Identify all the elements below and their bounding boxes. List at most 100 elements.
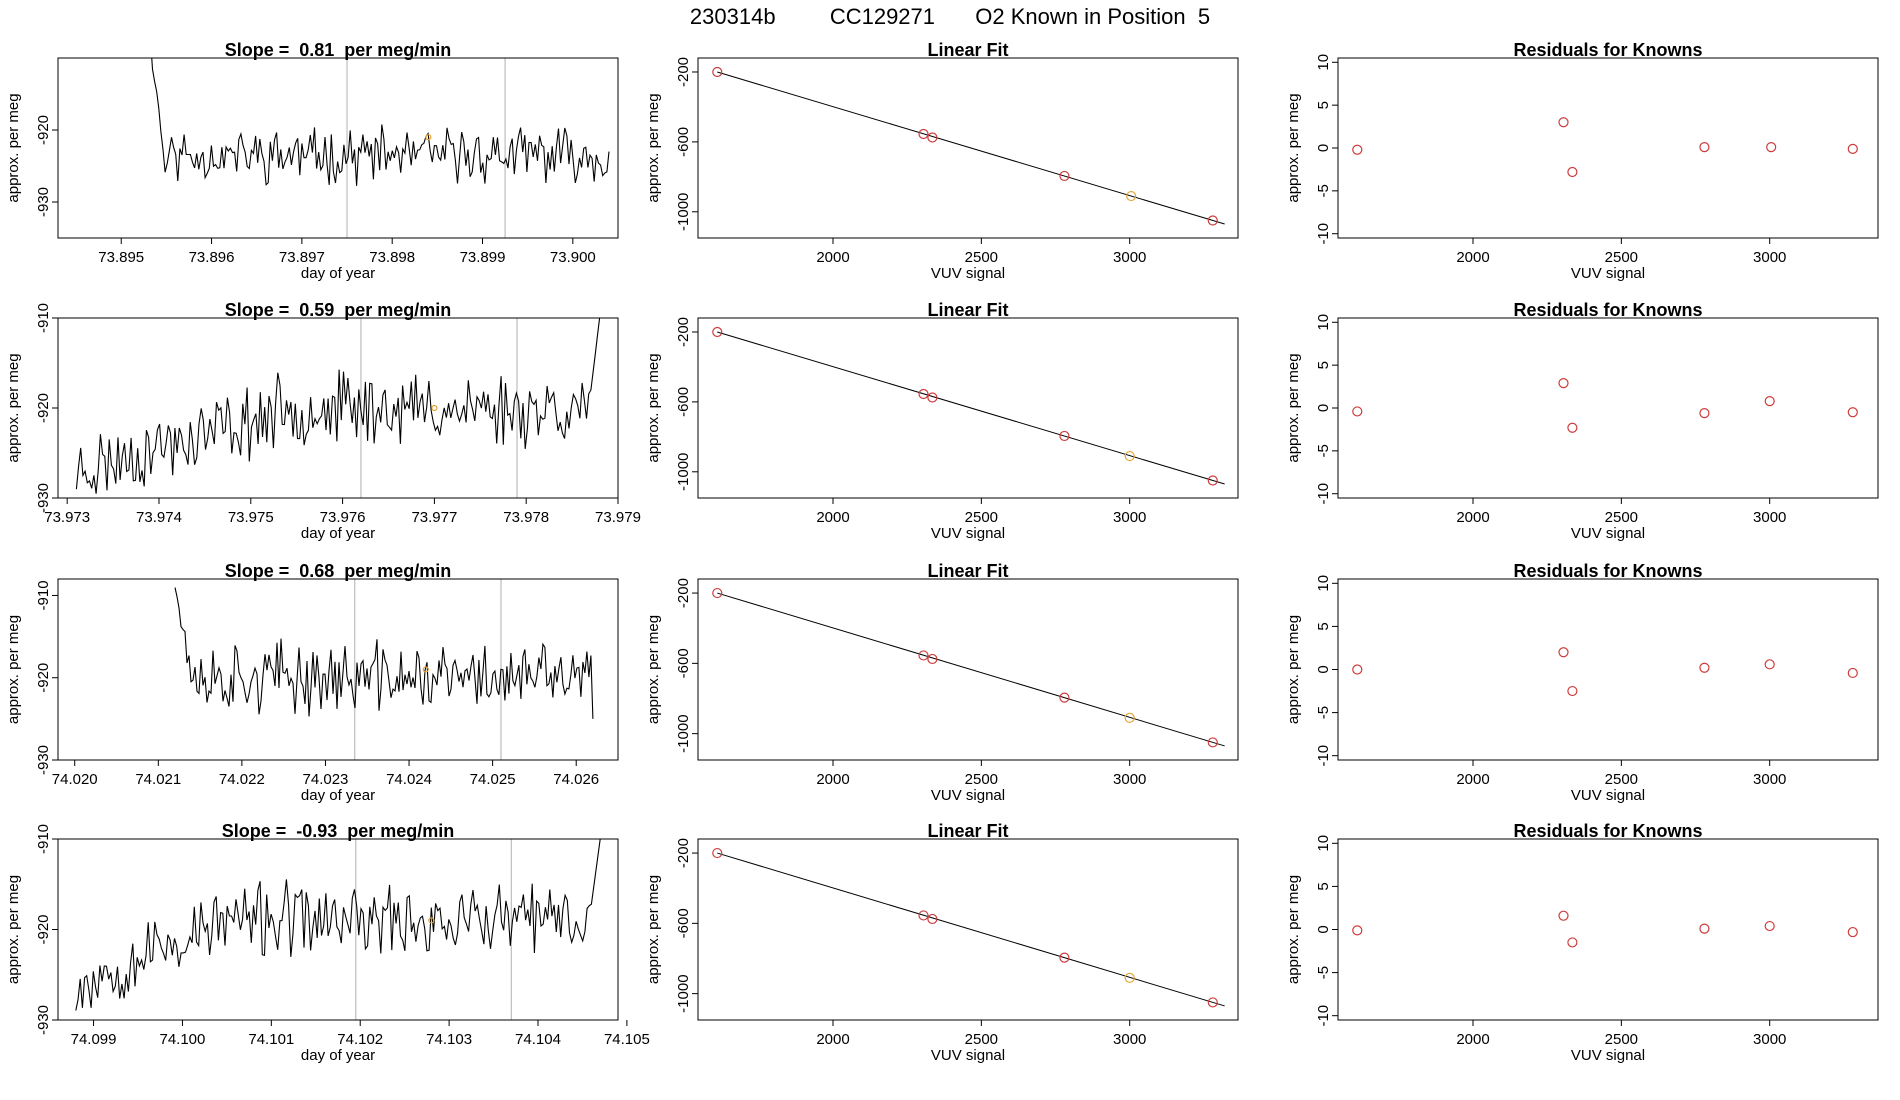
data-point: [1352, 664, 1363, 675]
data-point: [1558, 647, 1569, 658]
series-line: [75, 318, 601, 494]
chart-title: Slope = -0.93 per meg/min: [222, 821, 455, 841]
x-tick-label: 2500: [965, 509, 998, 526]
x-tick-label: 3000: [1753, 249, 1786, 266]
plot-frame: [1337, 578, 1879, 761]
y-tick-label: -5: [1315, 444, 1332, 457]
plot-area: [1352, 910, 1858, 948]
y-tick-label: -200: [675, 578, 692, 608]
y-axis-label: approx. per meg: [5, 93, 22, 202]
x-tick-label: 73.898: [369, 249, 415, 266]
data-point: [1699, 662, 1710, 673]
series-line: [75, 839, 601, 1011]
fit-line: [717, 852, 1225, 1007]
data-point: [1207, 997, 1218, 1008]
plot-frame: [57, 317, 619, 499]
x-tick-label: 3000: [1113, 509, 1146, 526]
y-tick-label: 5: [1315, 622, 1332, 630]
y-axis-label: approx. per meg: [645, 353, 662, 462]
x-tick-label: 74.022: [219, 771, 265, 788]
chart-fit-2: Linear Fit 2000 2500 3000 -200 -600 -1000 VUV s…: [645, 300, 1239, 542]
mean-marker: [428, 917, 435, 924]
x-tick-label: 3000: [1753, 509, 1786, 526]
data-point: [1059, 430, 1070, 442]
y-tick-label: -930: [35, 187, 52, 217]
mean-marker: [422, 666, 429, 673]
known-description: O2 Known in Position 5: [975, 4, 1211, 29]
chart-ts-1: Slope = 0.81 per meg/min 73.895 73.896 73.8…: [5, 40, 619, 282]
plot-frame: [697, 57, 1239, 239]
y-tick-label: -10: [1315, 223, 1332, 245]
data-point: [1567, 685, 1578, 697]
data-point: [927, 913, 938, 925]
y-tick-label: -600: [675, 127, 692, 157]
data-point: [918, 388, 929, 400]
y-tick-label: -1000: [675, 453, 692, 491]
mean-marker: [431, 404, 438, 412]
x-axis-label: VUV signal: [931, 525, 1005, 542]
y-axis-label: approx. per meg: [645, 93, 662, 202]
data-point: [712, 587, 723, 599]
chart-res-3: Residuals for Knowns 2000 2500 3000 10 5 0 -5 -1…: [1285, 561, 1879, 804]
x-tick-label: 2500: [1605, 249, 1638, 266]
y-tick-label: -1000: [675, 974, 692, 1012]
x-tick-label: 74.023: [303, 771, 349, 788]
y-tick-label: -1000: [675, 193, 692, 231]
chart-fit-4: Linear Fit 2000 2500 3000 -200 -600 -1000 VUV s…: [645, 821, 1239, 1064]
chart-title: Slope = 0.59 per meg/min: [225, 300, 452, 320]
y-tick-label: -5: [1315, 706, 1332, 719]
x-tick-label: 2000: [816, 771, 849, 788]
x-tick-label: 73.979: [595, 509, 641, 526]
x-tick-label: 73.896: [189, 249, 235, 266]
x-axis-label: VUV signal: [1571, 265, 1645, 282]
x-tick-label: 74.103: [426, 1031, 472, 1048]
data-point: [1847, 667, 1858, 679]
x-tick-label: 2000: [1456, 1031, 1489, 1048]
x-tick-label: 73.895: [98, 249, 144, 266]
x-axis-label: day of year: [301, 1047, 375, 1064]
y-tick-label: 10: [1315, 575, 1332, 592]
x-tick-label: 3000: [1113, 1031, 1146, 1048]
y-tick-label: -910: [35, 824, 52, 854]
y-axis-label: approx. per meg: [645, 875, 662, 984]
data-point: [1352, 406, 1363, 417]
data-point: [1124, 972, 1135, 983]
x-tick-label: 2000: [816, 1031, 849, 1048]
y-tick-label: 0: [1315, 925, 1332, 933]
fit-line: [717, 592, 1225, 747]
y-axis-label: approx. per meg: [5, 353, 22, 462]
y-tick-label: -930: [35, 483, 52, 513]
plot-frame: [1337, 838, 1879, 1021]
x-tick-label: 2000: [1456, 249, 1489, 266]
x-tick-label: 74.021: [135, 771, 181, 788]
data-point: [1847, 143, 1858, 154]
y-tick-label: -600: [675, 648, 692, 678]
y-tick-label: -920: [35, 914, 52, 944]
plot-area: [174, 579, 594, 760]
chart-res-4: Residuals for Knowns 2000 2500 3000 10 5 0 -5 -1…: [1285, 821, 1879, 1064]
data-point: [1558, 378, 1569, 389]
chart-title: Linear Fit: [927, 821, 1008, 841]
data-point: [1352, 925, 1363, 936]
y-tick-label: -920: [35, 663, 52, 693]
data-point: [1567, 166, 1578, 178]
x-tick-label: 2000: [1456, 771, 1489, 788]
plot-frame: [1337, 57, 1879, 239]
x-tick-label: 74.104: [515, 1031, 561, 1048]
chart-title: Residuals for Knowns: [1513, 300, 1702, 320]
y-tick-label: -600: [675, 908, 692, 938]
data-point: [712, 326, 723, 338]
chart-title: Residuals for Knowns: [1513, 561, 1702, 581]
run-id: 230314b: [689, 4, 776, 29]
y-tick-label: 0: [1315, 404, 1332, 412]
plot-frame: [1337, 317, 1879, 499]
page-title: 230314b CC129271 O2 Known in Position 5: [0, 2, 1900, 32]
mean-marker: [425, 134, 432, 141]
plot-frame: [57, 578, 619, 761]
x-tick-label: 73.973: [44, 509, 90, 526]
x-tick-label: 73.899: [460, 249, 506, 266]
data-point: [1558, 910, 1569, 921]
data-point: [712, 847, 723, 859]
x-axis-label: day of year: [301, 787, 375, 804]
data-point: [1764, 659, 1775, 670]
